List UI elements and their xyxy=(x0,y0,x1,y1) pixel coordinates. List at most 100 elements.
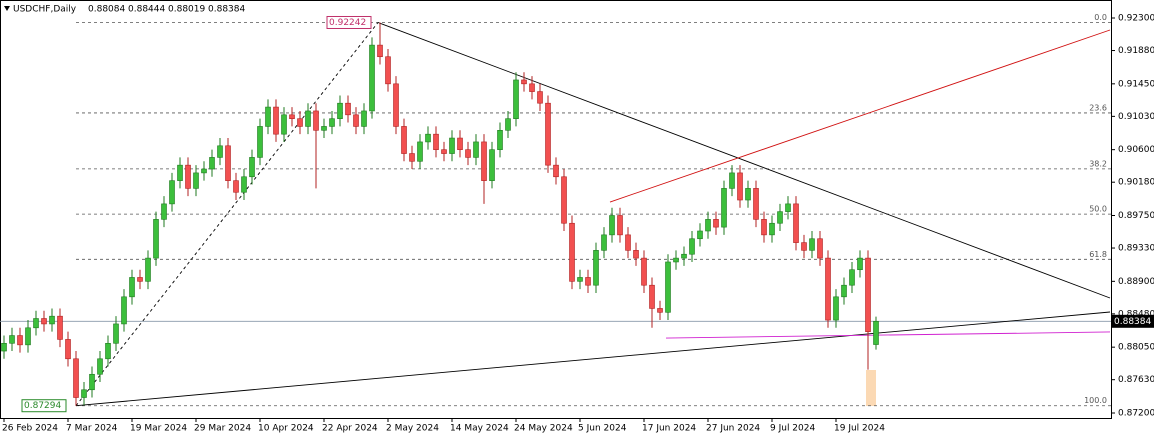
candle-body xyxy=(521,79,527,85)
candle-body xyxy=(353,114,359,127)
candle-body xyxy=(825,257,831,321)
candle-body xyxy=(265,106,271,127)
candle-body xyxy=(321,126,327,131)
candle-body xyxy=(801,242,807,251)
high-label: 0.92242 xyxy=(329,18,366,28)
x-tick-label: 9 Jul 2024 xyxy=(770,424,815,434)
candle-body xyxy=(553,164,559,178)
y-tick-label: 0.88480 xyxy=(1118,309,1154,319)
current-price: 0.88384 xyxy=(1114,317,1151,327)
y-tick-label: 0.87200 xyxy=(1118,409,1154,419)
candle-body xyxy=(17,335,23,346)
y-tick-label: 0.88900 xyxy=(1118,277,1154,287)
symbol-title: USDCHF,Daily xyxy=(13,5,77,15)
candle-body xyxy=(529,83,535,92)
candle-body xyxy=(1,342,7,352)
candle-body xyxy=(505,118,511,131)
candle-body xyxy=(433,133,439,150)
candle-body xyxy=(297,118,303,127)
candle-body xyxy=(201,168,207,174)
x-tick-label: 19 Mar 2024 xyxy=(130,424,187,434)
candle-body xyxy=(313,110,319,131)
candle-body xyxy=(729,172,735,189)
candle-body xyxy=(761,219,767,236)
candle-body xyxy=(785,203,791,212)
candle-body xyxy=(401,126,407,154)
candle-body xyxy=(577,277,583,282)
trend-line xyxy=(75,311,1111,407)
x-tick-label: 24 May 2024 xyxy=(514,424,573,434)
candle-body xyxy=(857,257,863,271)
ohlc-open: 0.88084 xyxy=(88,5,125,15)
candle-body xyxy=(369,44,375,112)
candle-body xyxy=(25,327,31,346)
candle-body xyxy=(329,118,335,127)
candle-body xyxy=(833,296,839,321)
x-tick-label: 17 Jun 2024 xyxy=(642,424,696,434)
candle-body xyxy=(193,172,199,189)
candle-body xyxy=(713,219,719,228)
candle-body xyxy=(793,203,799,243)
candle-body xyxy=(705,219,711,232)
menu-arrow xyxy=(4,6,10,11)
x-tick-label: 2 May 2024 xyxy=(386,424,439,434)
candle-body xyxy=(497,130,503,150)
candle-body xyxy=(841,284,847,298)
candle-body xyxy=(721,188,727,228)
candle-body xyxy=(489,149,495,181)
x-tick-label: 29 Mar 2024 xyxy=(194,424,251,434)
candle-body xyxy=(97,358,103,375)
candle-body xyxy=(41,318,47,325)
y-tick-label: 0.91450 xyxy=(1118,79,1154,89)
y-tick-label: 0.90600 xyxy=(1118,145,1154,155)
fib-label: 0.0 xyxy=(1094,13,1107,22)
candle-body xyxy=(137,277,143,282)
y-tick-label: 0.91880 xyxy=(1118,46,1154,56)
candle-body xyxy=(753,188,759,220)
trend-line xyxy=(377,22,1111,299)
candle-body xyxy=(545,102,551,166)
axes-layer: 0.92300 0.91880 0.91450 0.91030 0.90600 0.901… xyxy=(2,14,1154,434)
candle-body xyxy=(425,133,431,143)
candle-body xyxy=(809,238,815,251)
trend-line xyxy=(665,331,1111,339)
fib-label: 50.0 xyxy=(1089,205,1107,214)
trend-line xyxy=(609,29,1111,203)
candle-body xyxy=(393,83,399,127)
fib-label: 100.0 xyxy=(1084,396,1107,405)
candle-body xyxy=(769,222,775,236)
candle-body xyxy=(225,145,231,181)
candle-body xyxy=(745,188,751,201)
y-tick-label: 0.87630 xyxy=(1118,375,1154,385)
candle-body xyxy=(681,253,687,259)
candle-body xyxy=(169,180,175,205)
candle-body xyxy=(737,172,743,201)
candle-body xyxy=(633,250,639,259)
x-tick-label: 26 Feb 2024 xyxy=(2,424,58,434)
candle-body xyxy=(153,219,159,259)
candle-body xyxy=(481,141,487,181)
candle-body xyxy=(345,102,351,116)
candle-body xyxy=(249,157,255,178)
y-tick-label: 0.88050 xyxy=(1118,343,1154,353)
x-tick-label: 10 Apr 2024 xyxy=(258,424,314,434)
ohlc-high: 0.88444 xyxy=(128,5,165,15)
y-tick-label: 0.90180 xyxy=(1118,178,1154,188)
candle-body xyxy=(177,164,183,181)
candle-body xyxy=(641,257,647,286)
candle-body xyxy=(817,238,823,259)
fib-label: 38.2 xyxy=(1089,159,1107,168)
x-tick-label: 5 Jun 2024 xyxy=(578,424,627,434)
candle-body xyxy=(665,261,671,313)
candle-body xyxy=(873,320,879,345)
candle-body xyxy=(73,358,79,398)
candle-body xyxy=(513,79,519,119)
candle-body xyxy=(441,149,447,154)
candle-body xyxy=(673,257,679,263)
candle-body xyxy=(273,106,279,135)
candle-body xyxy=(33,318,39,329)
candle-body xyxy=(457,137,463,150)
candle-body xyxy=(593,250,599,286)
high-label-box xyxy=(326,15,372,29)
